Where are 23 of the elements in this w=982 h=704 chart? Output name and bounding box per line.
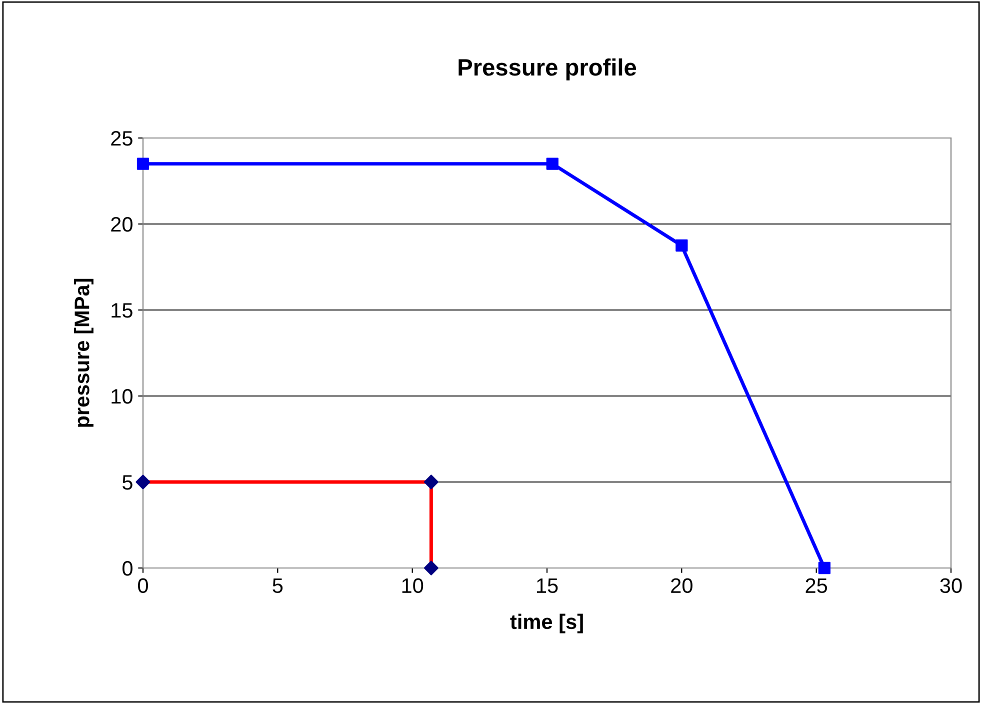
- point: [424, 474, 438, 490]
- x-tick-label: 30: [940, 578, 962, 594]
- y-tick-label: 25: [111, 131, 132, 146]
- y-tick-label: 5: [122, 475, 132, 490]
- point: [136, 158, 150, 170]
- x-axis-title: time [s]: [510, 614, 583, 634]
- x-tick-label: 10: [402, 578, 424, 594]
- y-tick-label: 10: [112, 389, 132, 404]
- y-tick-label: 20: [111, 217, 132, 232]
- chart-title: Pressure profile: [458, 58, 636, 80]
- x-tick-label: 20: [671, 578, 692, 594]
- point: [424, 560, 438, 576]
- y-tick-label: 15: [112, 303, 132, 318]
- point: [136, 474, 150, 490]
- x-tick-label: 15: [537, 578, 558, 594]
- y-tick-label: 0: [122, 561, 132, 576]
- x-tick-label: 5: [272, 578, 283, 594]
- x-tick-label: 25: [806, 578, 828, 594]
- point: [546, 158, 558, 170]
- y-axis-title: pressure [MPa]: [74, 278, 94, 427]
- x-tick-label: 0: [138, 578, 148, 594]
- point: [818, 562, 830, 574]
- point: [676, 239, 688, 252]
